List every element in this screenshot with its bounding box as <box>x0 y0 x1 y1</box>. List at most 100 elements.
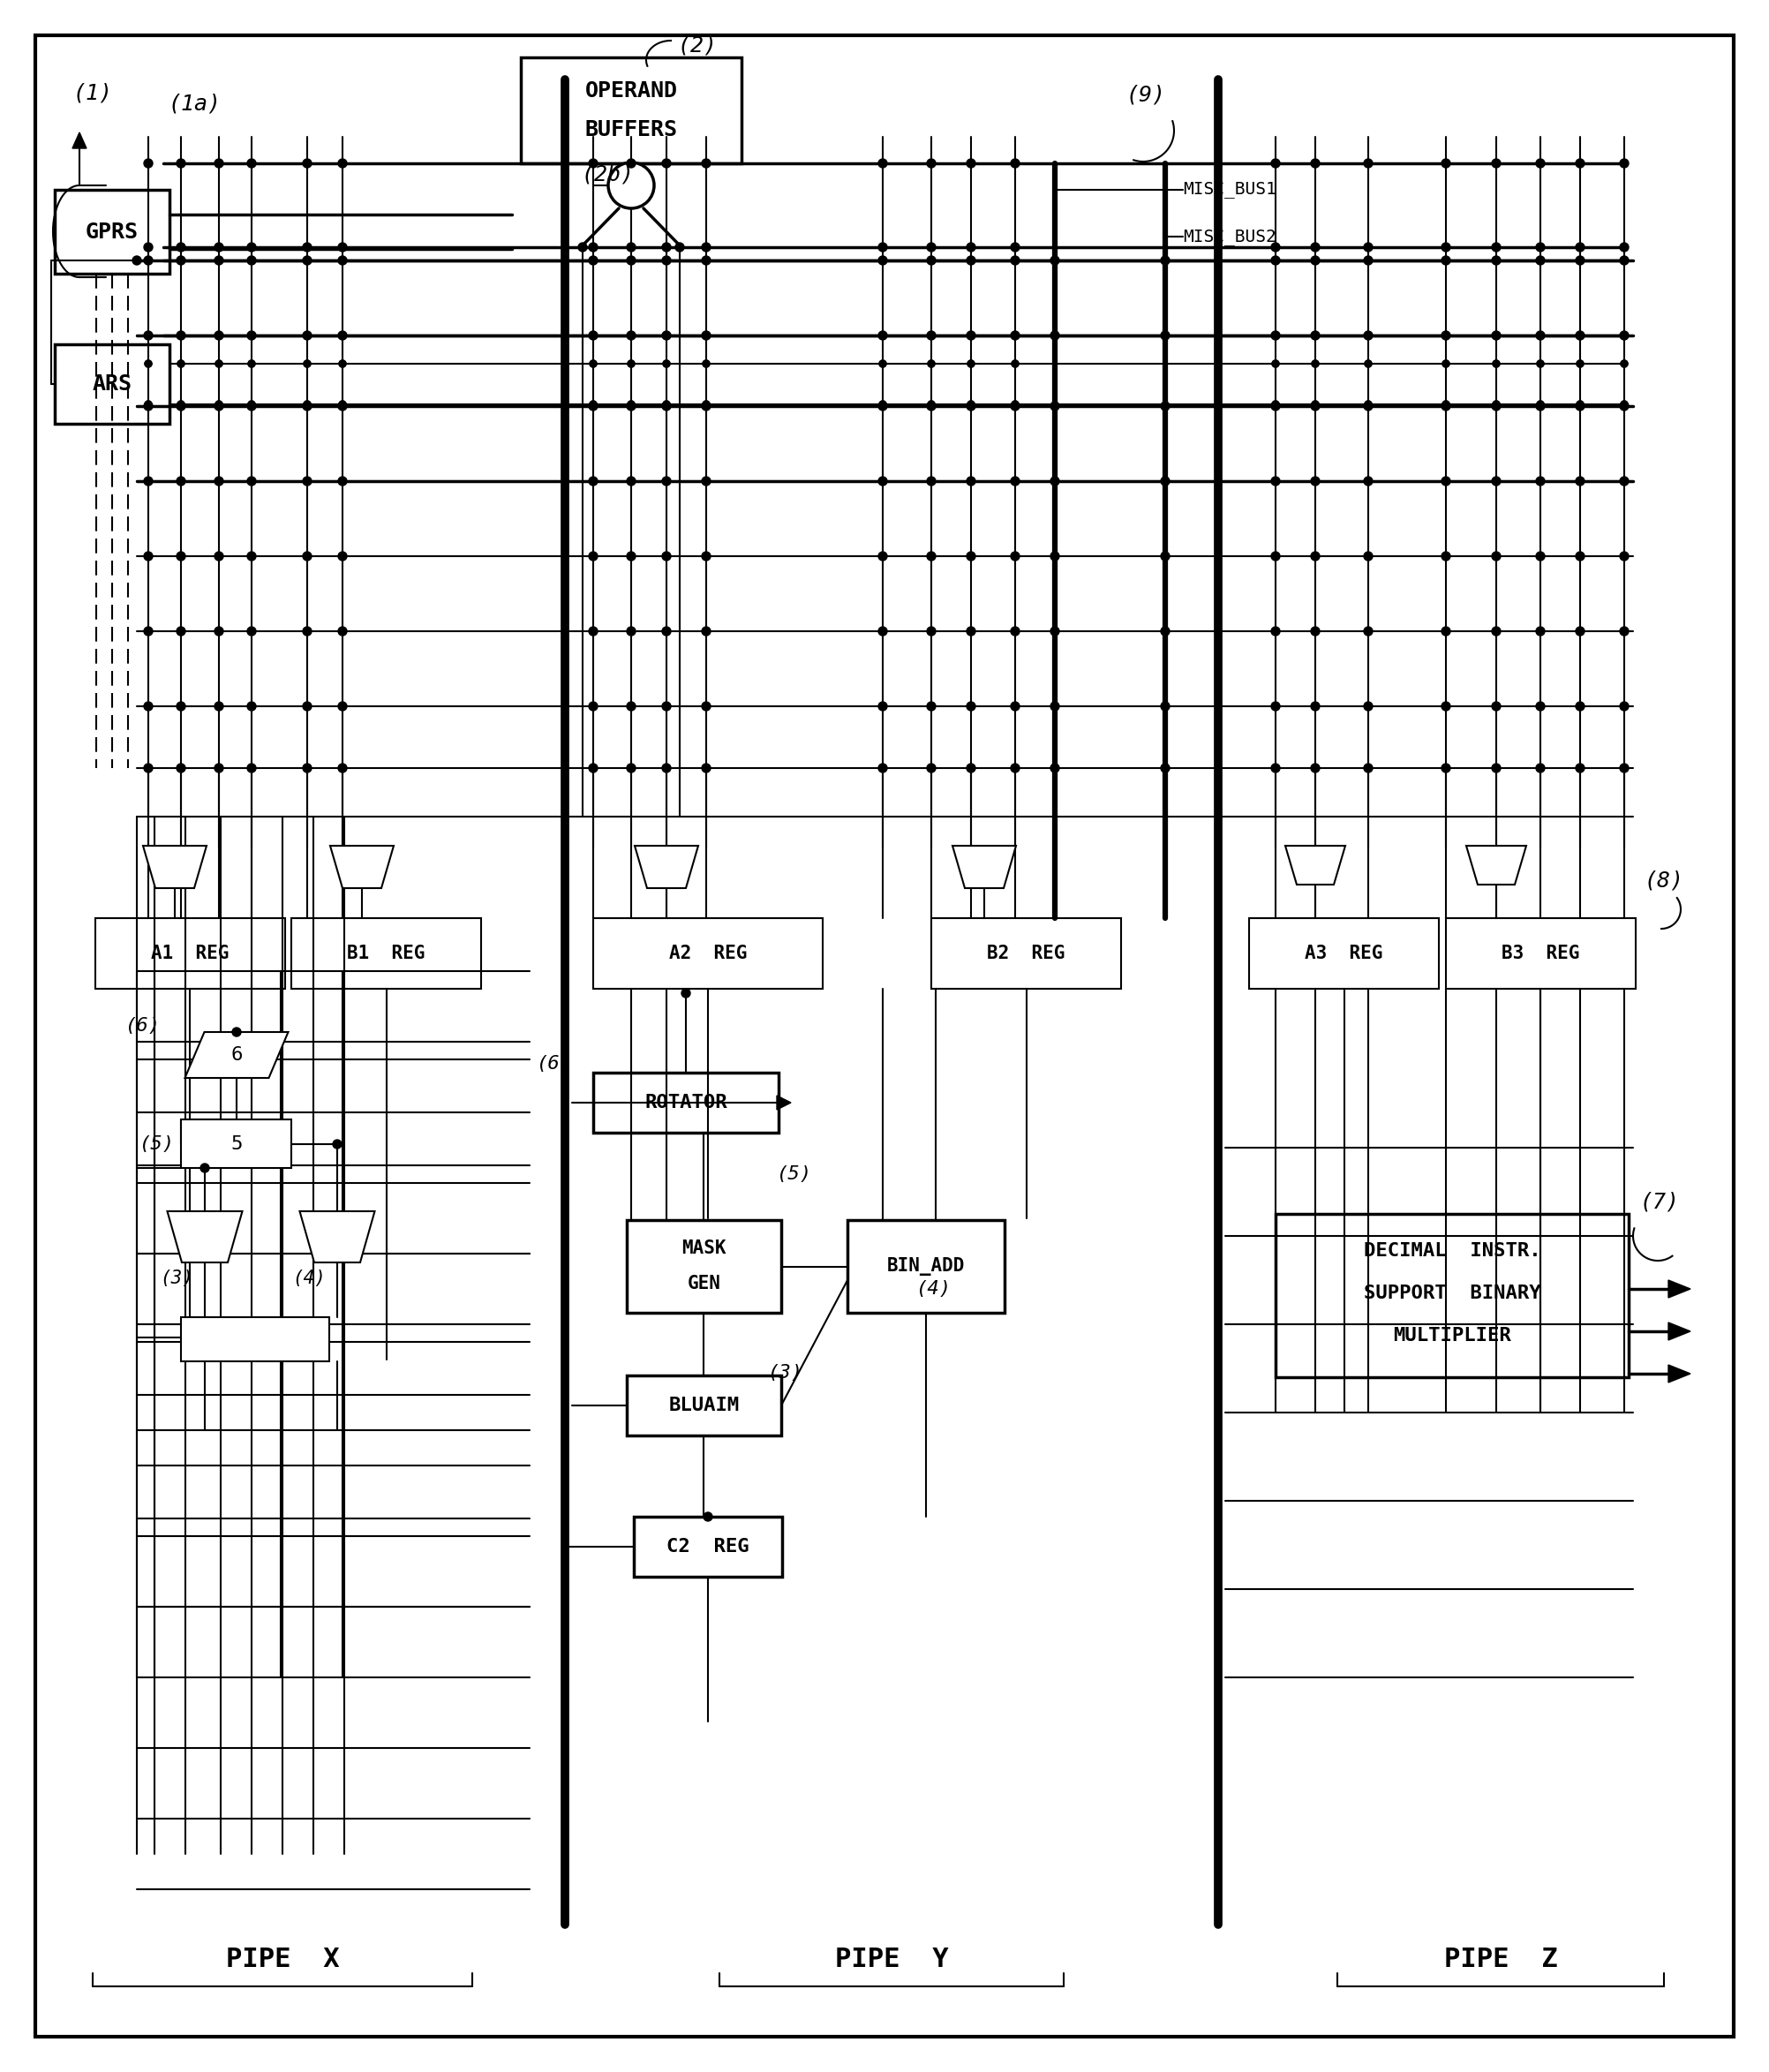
Circle shape <box>1160 628 1169 636</box>
Circle shape <box>214 402 223 410</box>
Circle shape <box>177 400 184 408</box>
Circle shape <box>145 400 152 408</box>
Text: (5): (5) <box>140 1135 175 1152</box>
Circle shape <box>1576 400 1583 408</box>
Circle shape <box>1364 332 1373 340</box>
Circle shape <box>1620 242 1629 251</box>
Circle shape <box>1010 332 1019 340</box>
Circle shape <box>1311 332 1320 340</box>
Circle shape <box>177 702 186 711</box>
Circle shape <box>1160 702 1169 711</box>
Circle shape <box>143 628 152 636</box>
Circle shape <box>1364 551 1373 562</box>
Circle shape <box>1535 402 1544 410</box>
Circle shape <box>1493 361 1500 367</box>
Circle shape <box>702 361 709 367</box>
Circle shape <box>1442 402 1451 410</box>
Circle shape <box>1491 257 1500 265</box>
Circle shape <box>702 551 711 562</box>
Circle shape <box>589 402 598 410</box>
Circle shape <box>214 332 223 340</box>
Circle shape <box>248 551 257 562</box>
Circle shape <box>1364 477 1373 485</box>
Circle shape <box>927 332 936 340</box>
Circle shape <box>927 160 936 168</box>
Circle shape <box>1620 160 1629 168</box>
Polygon shape <box>1668 1322 1691 1341</box>
FancyBboxPatch shape <box>1445 918 1636 988</box>
Circle shape <box>248 400 255 408</box>
Circle shape <box>1010 477 1019 485</box>
Circle shape <box>702 242 711 251</box>
Circle shape <box>1051 477 1060 485</box>
Circle shape <box>177 361 184 367</box>
Circle shape <box>626 551 635 562</box>
Circle shape <box>1051 551 1060 562</box>
Circle shape <box>1272 400 1279 408</box>
Circle shape <box>1491 477 1500 485</box>
Text: (6): (6) <box>126 1017 161 1034</box>
Circle shape <box>177 332 186 340</box>
Circle shape <box>248 702 257 711</box>
Circle shape <box>628 361 635 367</box>
Circle shape <box>1442 361 1449 367</box>
Circle shape <box>1535 332 1544 340</box>
Circle shape <box>966 242 975 251</box>
Circle shape <box>663 361 670 367</box>
Circle shape <box>626 702 635 711</box>
Circle shape <box>1311 477 1320 485</box>
Circle shape <box>248 477 257 485</box>
Text: (6): (6) <box>536 1055 571 1073</box>
Circle shape <box>1442 160 1451 168</box>
Circle shape <box>626 628 635 636</box>
Circle shape <box>968 400 975 408</box>
Circle shape <box>1272 551 1281 562</box>
Circle shape <box>1537 400 1544 408</box>
Circle shape <box>177 551 186 562</box>
Circle shape <box>177 477 186 485</box>
Circle shape <box>1442 551 1451 562</box>
Polygon shape <box>73 133 87 149</box>
Circle shape <box>338 477 347 485</box>
Circle shape <box>927 765 936 773</box>
Text: BLUAIM: BLUAIM <box>669 1397 739 1415</box>
Circle shape <box>662 160 670 168</box>
Circle shape <box>1272 257 1281 265</box>
Circle shape <box>966 257 975 265</box>
Circle shape <box>1620 400 1627 408</box>
Circle shape <box>1576 628 1585 636</box>
Circle shape <box>302 332 311 340</box>
Polygon shape <box>186 1032 288 1077</box>
Circle shape <box>1010 257 1019 265</box>
Circle shape <box>143 402 152 410</box>
Text: SUPPORT  BINARY: SUPPORT BINARY <box>1364 1285 1541 1301</box>
Circle shape <box>1620 332 1629 340</box>
Circle shape <box>1491 765 1500 773</box>
Circle shape <box>1313 361 1320 367</box>
Text: (5): (5) <box>777 1164 812 1183</box>
Circle shape <box>966 332 975 340</box>
Polygon shape <box>1467 845 1527 885</box>
Circle shape <box>966 160 975 168</box>
Circle shape <box>133 257 142 265</box>
Circle shape <box>338 628 347 636</box>
Circle shape <box>879 551 886 562</box>
Circle shape <box>1364 400 1371 408</box>
Circle shape <box>1364 702 1373 711</box>
FancyBboxPatch shape <box>847 1220 1005 1314</box>
Text: (7): (7) <box>1640 1191 1679 1212</box>
Circle shape <box>200 1164 209 1173</box>
Text: OPERAND: OPERAND <box>586 81 678 102</box>
Circle shape <box>1272 242 1281 251</box>
FancyBboxPatch shape <box>593 918 823 988</box>
Circle shape <box>589 160 598 168</box>
Circle shape <box>1311 402 1320 410</box>
Text: (4): (4) <box>916 1280 952 1297</box>
Circle shape <box>1051 702 1060 711</box>
Circle shape <box>1364 765 1373 773</box>
Polygon shape <box>143 845 207 889</box>
Circle shape <box>589 332 598 340</box>
Circle shape <box>879 765 886 773</box>
Circle shape <box>1535 242 1544 251</box>
Circle shape <box>662 332 670 340</box>
